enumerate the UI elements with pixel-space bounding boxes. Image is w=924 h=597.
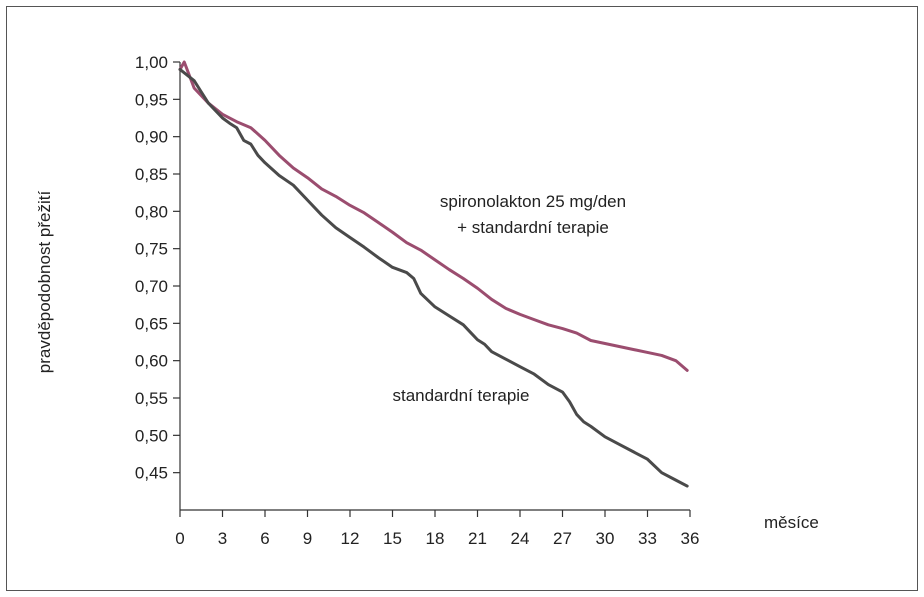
chart-frame [6, 6, 918, 591]
x-tick-label: 9 [303, 529, 312, 548]
x-tick-label: 12 [341, 529, 360, 548]
y-tick-label: 0,55 [135, 389, 168, 408]
series-label-standard: standardní terapie [392, 386, 529, 405]
x-tick-label: 18 [426, 529, 445, 548]
y-tick-label: 0,95 [135, 90, 168, 109]
x-tick-label: 21 [468, 529, 487, 548]
series-lines [178, 60, 689, 488]
y-tick-label: 0,65 [135, 314, 168, 333]
x-ticks: 0 3 6 9 12 15 18 21 24 27 30 33 36 [175, 510, 699, 548]
y-tick-label: 0,80 [135, 202, 168, 221]
y-tick-label: 0,45 [135, 464, 168, 483]
x-tick-label: 24 [511, 529, 530, 548]
y-tick-label: 1,00 [135, 53, 168, 72]
y-ticks: 1,00 0,95 0,90 0,85 0,80 0,75 0,70 0,65 0,60 0,55… [135, 53, 180, 483]
x-tick-label: 6 [260, 529, 269, 548]
x-tick-label: 27 [553, 529, 572, 548]
x-tick-label: 3 [218, 529, 227, 548]
x-tick-label: 15 [383, 529, 402, 548]
series-label-spironolakton-line-1: spironolakton 25 mg/den [440, 192, 626, 211]
y-tick-label: 0,75 [135, 240, 168, 259]
x-tick-label: 33 [638, 529, 657, 548]
x-tick-label: 0 [175, 529, 184, 548]
y-tick-label: 0,70 [135, 277, 168, 296]
series-line-spironolakton [178, 60, 689, 372]
series-label-spironolakton-line-2: + standardní terapie [457, 218, 609, 237]
x-axis-title: měsíce [764, 513, 819, 532]
axes: 1,00 0,95 0,90 0,85 0,80 0,75 0,70 0,65 0,60 0,55… [135, 53, 700, 548]
y-axis-title: pravděpodobnost přežití [35, 191, 54, 374]
x-tick-label: 30 [596, 529, 615, 548]
y-tick-label: 0,50 [135, 426, 168, 445]
x-tick-label: 36 [681, 529, 700, 548]
y-tick-label: 0,60 [135, 352, 168, 371]
series-line-standard [178, 67, 689, 488]
y-tick-label: 0,85 [135, 165, 168, 184]
y-tick-label: 0,90 [135, 128, 168, 147]
